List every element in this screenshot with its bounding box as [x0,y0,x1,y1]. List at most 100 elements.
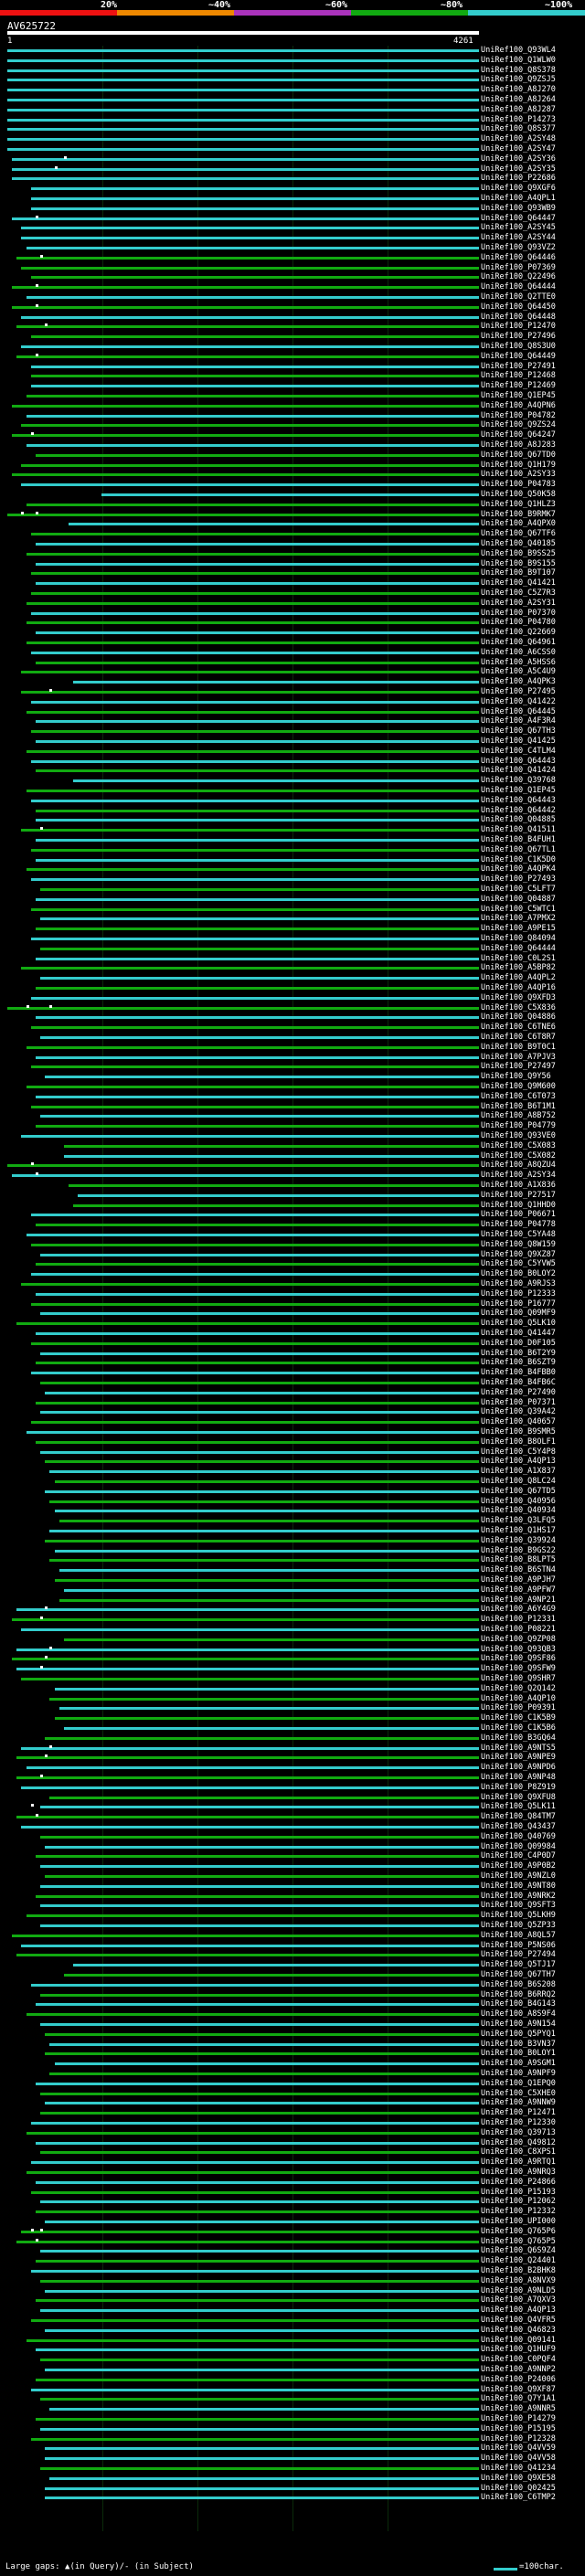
hit-alignment-bar[interactable] [16,1816,479,1819]
hit-row[interactable]: UniRef100_Q7Y1A1 [0,2394,585,2404]
hit-row[interactable]: UniRef100_A9NPD6 [0,1763,585,1773]
hit-alignment-bar[interactable] [21,266,479,270]
hit-label[interactable]: UniRef100_Q39713 [481,2127,556,2137]
hit-row[interactable]: UniRef100_A8QZU4 [0,1161,585,1171]
hit-alignment-bar[interactable] [7,118,479,122]
hit-alignment-bar[interactable] [21,691,479,694]
hit-label[interactable]: UniRef100_C1K5D0 [481,854,556,864]
hit-row[interactable]: UniRef100_P12468 [0,371,585,381]
hit-alignment-bar[interactable] [7,1164,479,1168]
hit-alignment-bar[interactable] [21,967,479,970]
hit-label[interactable]: UniRef100_P12330 [481,2118,556,2127]
hit-alignment-bar[interactable] [12,217,479,220]
hit-label[interactable]: UniRef100_Q39924 [481,1535,556,1545]
hit-alignment-bar[interactable] [26,790,479,792]
hit-alignment-bar[interactable] [49,1796,479,1799]
hit-alignment-bar[interactable] [40,1884,479,1888]
hit-label[interactable]: UniRef100_Q40934 [481,1506,556,1516]
hit-label[interactable]: UniRef100_Q1H179 [481,460,556,470]
hit-row[interactable]: UniRef100_B0LOY2 [0,1269,585,1279]
hit-row[interactable]: UniRef100_Q41234 [0,2464,585,2474]
hit-row[interactable]: UniRef100_C8XPS1 [0,2147,585,2157]
hit-row[interactable]: UniRef100_Q04886 [0,1012,585,1023]
hit-label[interactable]: UniRef100_Q9XE58 [481,2473,556,2483]
hit-alignment-bar[interactable] [78,1193,479,1197]
hit-label[interactable]: UniRef100_C5X083 [481,1140,556,1150]
hit-alignment-bar[interactable] [49,1470,479,1474]
hit-alignment-bar[interactable] [63,1588,479,1592]
hit-label[interactable]: UniRef100_C5XHE0 [481,2088,556,2098]
hit-label[interactable]: UniRef100_Q64446 [481,252,556,262]
hit-row[interactable]: UniRef100_Q2TTE0 [0,292,585,302]
hit-label[interactable]: UniRef100_Q09984 [481,1841,556,1851]
hit-label[interactable]: UniRef100_Q5LK11 [481,1802,556,1812]
hit-row[interactable]: UniRef100_A2SY35 [0,164,585,175]
hit-label[interactable]: UniRef100_Q93QB3 [481,1644,556,1654]
hit-alignment-bar[interactable] [49,1697,479,1701]
hit-label[interactable]: UniRef100_A2SY48 [481,134,556,144]
hit-alignment-bar[interactable] [45,1736,479,1740]
hit-label[interactable]: UniRef100_Q40956 [481,1496,556,1506]
hit-alignment-bar[interactable] [7,108,479,111]
hit-alignment-bar[interactable] [7,58,479,62]
hit-row[interactable]: UniRef100_A7PMX2 [0,914,585,924]
hit-label[interactable]: UniRef100_P12469 [481,381,556,391]
hit-label[interactable]: UniRef100_A9NPF9 [481,2069,556,2078]
hit-row[interactable]: UniRef100_P12328 [0,2434,585,2444]
hit-row[interactable]: UniRef100_A2SY45 [0,223,585,233]
hit-label[interactable]: UniRef100_Q7Y1A1 [481,2394,556,2404]
hit-row[interactable]: UniRef100_A4QP13 [0,1457,585,1467]
hit-row[interactable]: UniRef100_A9RTQ1 [0,2157,585,2168]
hit-row[interactable]: UniRef100_B9S155 [0,559,585,569]
hit-label[interactable]: UniRef100_Q09141 [481,2335,556,2345]
hit-label[interactable]: UniRef100_B9S155 [481,558,556,568]
hit-row[interactable]: UniRef100_P8Z919 [0,1783,585,1793]
hit-row[interactable]: UniRef100_P27497 [0,1062,585,1072]
hit-row[interactable]: UniRef100_B9SMR5 [0,1427,585,1437]
hit-label[interactable]: UniRef100_C6TNE6 [481,1023,556,1033]
hit-row[interactable]: UniRef100_C1K5B6 [0,1723,585,1733]
hit-label[interactable]: UniRef100_P04782 [481,410,556,420]
hit-alignment-bar[interactable] [40,2023,479,2026]
hit-row[interactable]: UniRef100_Q8S378 [0,66,585,76]
hit-label[interactable]: UniRef100_P8Z919 [481,1782,556,1792]
hit-alignment-bar[interactable] [30,572,479,576]
hit-label[interactable]: UniRef100_A2SY33 [481,470,556,480]
hit-alignment-bar[interactable] [35,543,479,546]
hit-label[interactable]: UniRef100_Q2Q142 [481,1683,556,1693]
hit-label[interactable]: UniRef100_A8J283 [481,440,556,450]
hit-row[interactable]: UniRef100_A1X837 [0,1467,585,1477]
hit-label[interactable]: UniRef100_Q1EP45 [481,391,556,400]
hit-alignment-bar[interactable] [40,1904,479,1908]
hit-row[interactable]: UniRef100_C5X836 [0,1003,585,1013]
hit-row[interactable]: UniRef100_A5BP82 [0,963,585,973]
hit-row[interactable]: UniRef100_B3GQ64 [0,1733,585,1744]
hit-alignment-bar[interactable] [35,1055,479,1059]
hit-alignment-bar[interactable] [21,2230,479,2233]
hit-row[interactable]: UniRef100_P04782 [0,411,585,421]
hit-row[interactable]: UniRef100_Q41425 [0,737,585,747]
hit-label[interactable]: UniRef100_P09391 [481,1703,556,1713]
hit-alignment-bar[interactable] [35,1440,479,1444]
hit-row[interactable]: UniRef100_Q22496 [0,272,585,282]
hit-label[interactable]: UniRef100_C4P0D7 [481,1851,556,1861]
hit-label[interactable]: UniRef100_A2SY34 [481,1171,556,1181]
hit-alignment-bar[interactable] [35,2299,479,2303]
hit-label[interactable]: UniRef100_A4QPL2 [481,973,556,983]
hit-row[interactable]: UniRef100_A9NPE9 [0,1753,585,1763]
hit-label[interactable]: UniRef100_A5C4U9 [481,667,556,677]
hit-label[interactable]: UniRef100_P12468 [481,371,556,381]
hit-label[interactable]: UniRef100_C6TMP2 [481,2493,556,2503]
hit-label[interactable]: UniRef100_Q84TM7 [481,1812,556,1822]
hit-row[interactable]: UniRef100_Q9XFD3 [0,993,585,1003]
hit-alignment-bar[interactable] [16,1322,479,1326]
hit-alignment-bar[interactable] [45,1875,479,1878]
hit-label[interactable]: UniRef100_Q9ZSJ5 [481,75,556,85]
hit-row[interactable]: UniRef100_Q9XZ87 [0,1250,585,1260]
hit-alignment-bar[interactable] [30,799,479,802]
hit-alignment-bar[interactable] [26,395,479,398]
hit-alignment-bar[interactable] [30,1302,479,1306]
hit-label[interactable]: UniRef100_Q9XGF6 [481,184,556,194]
hit-alignment-bar[interactable] [40,1253,479,1256]
hit-row[interactable]: UniRef100_P27493 [0,875,585,885]
